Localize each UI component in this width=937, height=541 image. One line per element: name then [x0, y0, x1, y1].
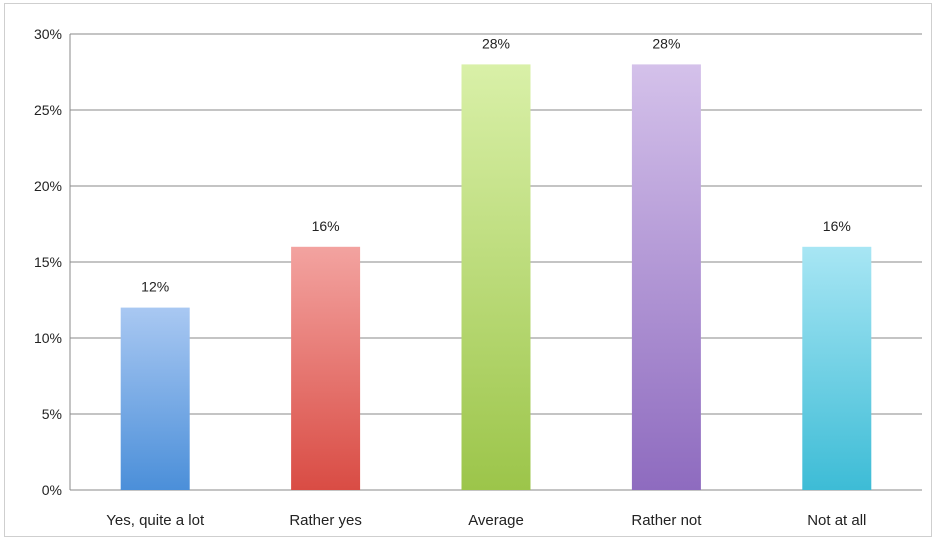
y-tick-label: 25% [34, 102, 62, 118]
x-tick-label: Yes, quite a lot [106, 512, 205, 529]
labels: 0% 5% 10% 15% 20% 25% 30% 12% Yes, quite a lot 16… [34, 26, 866, 529]
y-tick-label: 30% [34, 26, 62, 42]
data-label: 12% [141, 279, 169, 295]
x-tick-label: Average [468, 512, 524, 529]
bars [120, 64, 872, 491]
y-tick-label: 10% [34, 330, 62, 346]
x-tick-label: Rather yes [289, 512, 362, 529]
data-label: 28% [652, 35, 680, 51]
data-label: 16% [312, 218, 340, 234]
bar-rather-not [631, 64, 701, 491]
x-tick-label: Not at all [807, 512, 866, 529]
y-tick-label: 20% [34, 178, 62, 194]
bar-yes-quite-a-lot [120, 307, 190, 490]
bar-not-at-all [802, 246, 872, 490]
data-label: 28% [482, 35, 510, 51]
y-tick-label: 5% [42, 406, 62, 422]
x-tick-label: Rather not [631, 512, 702, 529]
y-tick-label: 15% [34, 254, 62, 270]
bar-rather-yes [291, 246, 361, 490]
y-tick-label: 0% [42, 482, 62, 498]
data-label: 16% [823, 218, 851, 234]
bar-average [461, 64, 531, 491]
